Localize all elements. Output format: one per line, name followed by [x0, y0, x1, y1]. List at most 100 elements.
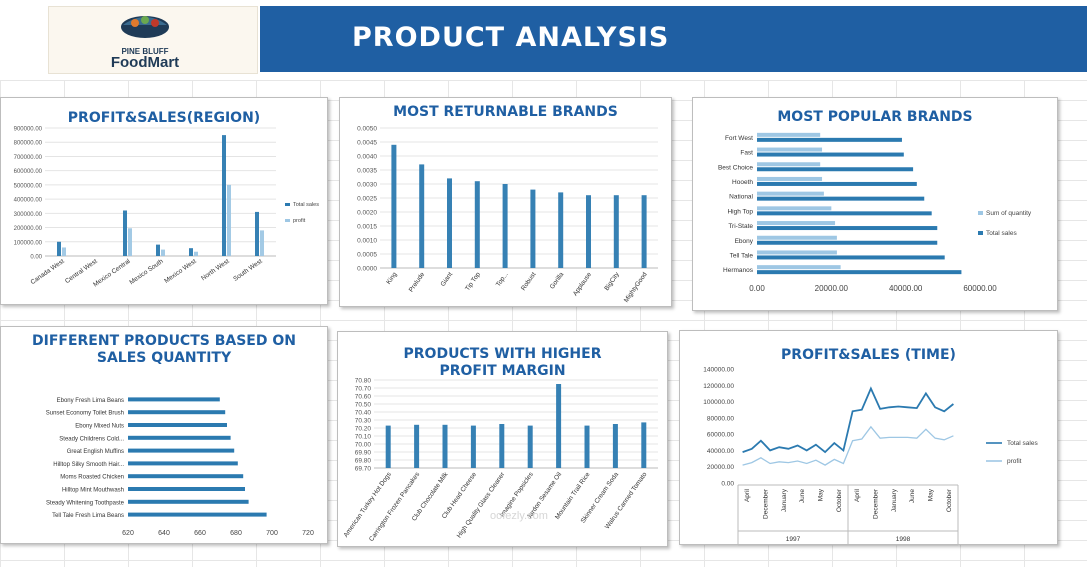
legend-label: Total sales [1007, 440, 1038, 447]
bar [527, 425, 533, 468]
y-tick-label: 70.20 [355, 426, 372, 433]
bar [641, 422, 647, 468]
bar [558, 192, 564, 268]
y-tick-label: 0.0035 [357, 168, 377, 175]
y-tick-label: Hilltop Silky Smooth Hair... [53, 462, 124, 468]
x-tick-label: Mexico West [163, 258, 198, 285]
y-tick-label: 200000.00 [14, 226, 43, 232]
group-label: 1998 [896, 536, 911, 543]
x-tick-label: Gorilla [549, 271, 566, 291]
x-tick-label: MightyGood [623, 271, 649, 304]
y-tick-label: Fort West [725, 135, 753, 142]
series-line [742, 425, 954, 466]
bar [757, 132, 821, 137]
bar [757, 270, 962, 275]
x-tick-label: Prelude [408, 271, 427, 294]
y-tick-label: 0.0020 [357, 210, 377, 217]
bar [123, 210, 127, 256]
bar [757, 181, 917, 186]
y-tick-label: 140000.00 [703, 367, 734, 374]
company-logo: PINE BLUFF FoodMart [48, 6, 258, 74]
chart-popular: 0.00 20000.00 40000.00 60000.00 Fort West Fas… [718, 132, 1032, 293]
bar [227, 184, 231, 256]
y-tick-label: 70.80 [355, 378, 372, 385]
x-tick-label: 660 [194, 530, 206, 537]
x-tick-label: 640 [158, 530, 170, 537]
bar [757, 176, 823, 181]
logo-bottom-text: FoodMart [111, 54, 179, 71]
chart-region: 0.00 100000.00 200000.00 300000.00 400000.00… [14, 127, 320, 289]
bar [385, 425, 391, 468]
y-tick-label: 100000.00 [14, 240, 43, 246]
bar [757, 167, 914, 172]
y-tick-label: 0.0010 [357, 238, 377, 245]
y-tick-label: Steady Childrens Cold... [59, 436, 124, 442]
y-tick-label: Sunset Economy Toilet Brush [46, 411, 124, 417]
bar [128, 397, 220, 402]
bar [502, 184, 508, 268]
bar [128, 423, 227, 427]
x-tick-label: 60000.00 [963, 284, 997, 293]
y-tick-label: Tri-State [728, 223, 753, 230]
x-tick-label: 0.00 [749, 284, 765, 293]
y-tick-label: 120000.00 [703, 383, 734, 390]
y-tick-label: Tell Tale Fresh Lima Beans [52, 513, 124, 519]
bar [470, 425, 476, 468]
bar [757, 250, 837, 255]
y-tick-label: 0.0005 [357, 252, 377, 259]
bar [194, 251, 198, 256]
bar [757, 240, 938, 245]
y-tick-label: 70.30 [355, 418, 372, 425]
y-tick-label: High Top [727, 208, 753, 215]
y-tick-label: 0.00 [721, 481, 734, 488]
x-tick-label: January [891, 488, 898, 512]
series-line [742, 386, 954, 454]
bar [128, 448, 235, 453]
y-tick-label: 69.80 [355, 458, 372, 465]
panel-region: PROFIT&SALES(REGION) 0.00 100000.00 200000… [0, 97, 328, 305]
bar [757, 137, 902, 142]
bar [757, 147, 823, 152]
x-tick-label: Mexico Central [92, 258, 132, 289]
x-tick-label: October [836, 488, 843, 512]
panel-products-qty: DIFFERENT PRODUCTS BASED ON SALES QUANTI… [0, 326, 328, 544]
y-tick-label: Best Choice [718, 164, 753, 171]
bar [612, 424, 618, 468]
x-tick-label: Tip Top [464, 271, 482, 292]
bar [189, 248, 193, 256]
x-tick-label: 620 [122, 530, 134, 537]
chart-title-margin: PRODUCTS WITH HIGHER PROFIT MARGIN [403, 346, 602, 379]
y-tick-label: 0.0030 [357, 182, 377, 189]
bar [222, 135, 226, 256]
x-tick-label: January [781, 488, 788, 512]
bar [757, 206, 832, 211]
y-tick-label: National [729, 194, 753, 201]
chart-title-time: PROFIT&SALES (TIME) [781, 347, 956, 363]
y-tick-label: 69.70 [355, 466, 372, 473]
bar [260, 230, 264, 256]
x-tick-label: Canada West [29, 258, 65, 286]
bar [757, 255, 945, 260]
y-tick-label: 70.70 [355, 386, 372, 393]
x-tick-label: Applause [572, 271, 594, 298]
bar [499, 424, 505, 468]
bar [474, 181, 480, 268]
bar [556, 384, 562, 468]
y-tick-label: 100000.00 [703, 399, 734, 406]
title-banner: PRODUCT ANALYSIS [260, 6, 1087, 72]
x-tick-label: June [909, 489, 916, 503]
bar [255, 211, 259, 256]
legend-label: Total sales [293, 202, 319, 208]
bar [757, 191, 824, 196]
y-tick-label: 70.40 [355, 410, 372, 417]
chart-title-returns: MOST RETURNABLE BRANDS [393, 104, 618, 120]
y-tick-label: 500000.00 [14, 183, 43, 189]
x-tick-label: Giant [439, 271, 454, 288]
x-tick-label: October [946, 488, 953, 512]
chart-title-region: PROFIT&SALES(REGION) [67, 110, 261, 126]
y-tick-label: 400000.00 [14, 198, 43, 204]
y-tick-label: 40000.00 [707, 448, 734, 455]
x-tick-label: December [763, 488, 770, 519]
bar [613, 195, 619, 268]
y-tick-label: 0.0045 [357, 140, 377, 147]
